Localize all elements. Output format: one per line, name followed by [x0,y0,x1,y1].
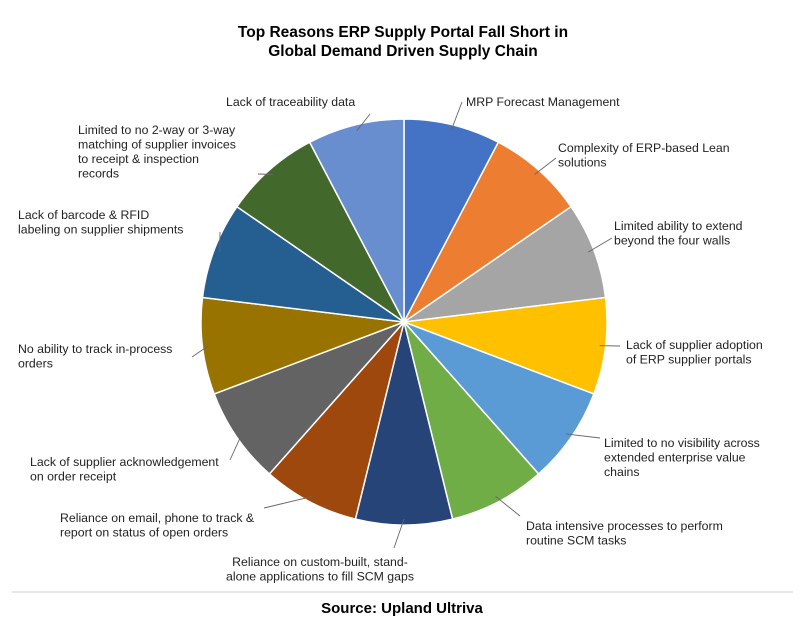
slice-labels: MRP Forecast Management Complexity of ERP… [18,95,763,584]
slice-label-3: Limited ability to extend beyond the four… [614,219,743,248]
slice-label-line: Limited to no 2-way or 3-way [78,123,236,137]
leader-line-12 [257,173,274,175]
slice-label-line: orders [18,357,53,371]
slice-label-8: Reliance on email, phone to track & repor… [60,511,255,540]
slice-label-line: Limited to no visibility across [604,436,760,450]
pie-slice-7 [354,321,454,526]
slice-label-line: Data intensive processes to perform [526,519,723,533]
chart-title-line-1: Top Reasons ERP Supply Portal Fall Short… [238,24,568,41]
slice-label-line: solutions [558,156,607,170]
slice-label-6: Data intensive processes to perform routi… [526,519,723,548]
slice-label-line: extended enterprise value [604,451,746,465]
pie-slice-2 [403,141,573,323]
slice-label-line: chains [604,465,640,479]
slice-label-4: Lack of supplier adoption of ERP supplier… [626,338,763,367]
slice-label-13: Lack of traceability data [226,95,355,109]
slice-label-line: matching of supplier invoices [78,138,236,152]
slice-label-line: Complexity of ERP-based Lean [558,141,730,155]
slice-label-line: to receipt & inspection [78,152,199,166]
pie-slice-3 [403,205,607,323]
leader-line-5 [566,433,601,439]
pie-slice-4 [403,296,608,395]
slice-label-line: routine SCM tasks [526,534,626,548]
slice-label-11: Lack of barcode & RFID labeling on suppli… [18,208,183,237]
slice-label-1: MRP Forecast Management [466,95,620,109]
slice-label-line: Reliance on email, phone to track & [60,511,255,525]
slice-label-9: Lack of supplier acknowledgement on order… [30,455,219,484]
pie-slice-13 [308,118,405,323]
slice-label-12: Limited to no 2-way or 3-way matching of … [78,123,236,181]
pie-slice-8 [268,321,405,521]
leader-line-7 [393,518,405,549]
leader-lines [191,101,621,549]
slice-label-line: records [78,167,119,181]
leader-line-8 [263,495,313,509]
leader-line-2 [534,157,557,175]
slice-label-line: on order receipt [30,470,117,484]
pie-slice-5 [403,321,595,476]
slice-label-line: beyond the four walls [614,234,730,248]
slice-label-line: Lack of supplier adoption [626,338,763,352]
slice-label-line: Lack of traceability data [226,95,355,109]
slice-label-line: Reliance on custom-built, stand- [232,555,408,569]
slice-label-line: Lack of barcode & RFID [18,208,149,222]
chart-title-line-2: Global Demand Driven Supply Chain [268,43,538,60]
leader-line-6 [495,496,521,517]
pie-slice-12 [235,141,405,323]
pie-slice-1 [403,118,500,323]
slice-label-line: of ERP supplier portals [626,353,752,367]
pie-slice-9 [213,321,405,476]
slice-label-line: No ability to track in-process [18,342,172,356]
slice-label-7: Reliance on custom-built, stand-alone ap… [226,555,414,584]
slice-label-5: Limited to no visibility across extended … [604,436,760,479]
pie-slice-6 [403,321,540,521]
slice-label-line: labeling on supplier shipments [18,223,183,237]
slice-label-10: No ability to track in-process orders [18,342,172,371]
slice-label-line: Lack of supplier acknowledgement [30,455,219,469]
leader-line-3 [587,237,613,253]
pie-slices [200,118,608,526]
leader-line-13 [356,113,371,131]
slice-label-line: alone applications to fill SCM gaps [226,570,414,584]
leader-line-9 [229,433,243,461]
pie-slice-11 [201,205,405,323]
leader-line-10 [191,345,209,358]
slice-label-2: Complexity of ERP-based Lean solutions [558,141,730,170]
slice-label-line: report on status of open orders [60,526,228,540]
slice-label-line: Limited ability to extend [614,219,743,233]
slice-label-line: MRP Forecast Management [466,95,620,109]
pie-slice-10 [200,296,405,395]
leader-line-1 [450,101,463,131]
source-text: Source: Upland Ultriva [321,600,483,617]
